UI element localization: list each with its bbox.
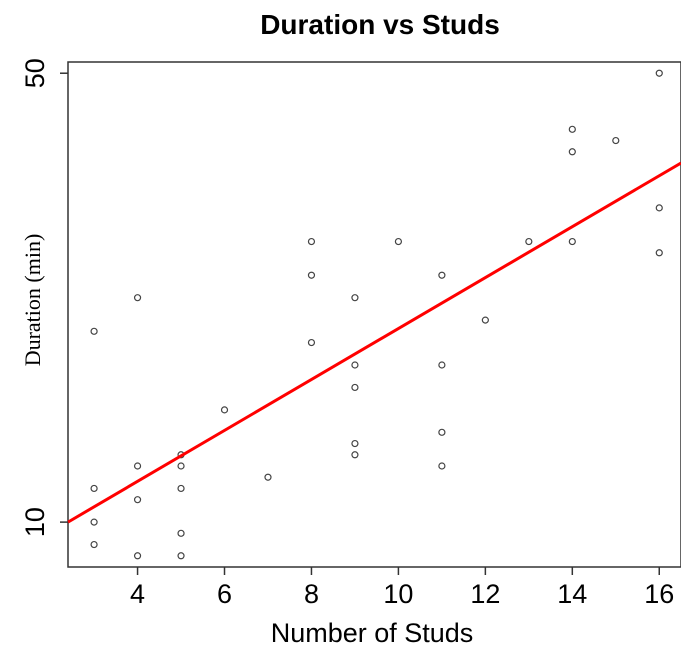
data-point: [133, 496, 142, 504]
data-point: [177, 529, 185, 537]
data-point: [133, 294, 142, 302]
data-point: [655, 204, 663, 212]
data-point: [525, 237, 533, 246]
data-point: [438, 361, 446, 369]
plot-marks: [67, 69, 681, 560]
regression-line: [67, 161, 681, 524]
y-tick-label: 10: [20, 507, 50, 537]
data-point: [438, 462, 446, 470]
y-axis: 10 50: [20, 58, 68, 537]
x-tick-label: 16: [644, 579, 674, 609]
x-tick-label: 14: [557, 579, 587, 609]
data-point: [133, 552, 142, 560]
data-point: [612, 136, 620, 145]
chart-title: Duration vs Studs: [260, 9, 500, 40]
data-point: [307, 338, 316, 347]
data-point: [133, 462, 142, 470]
data-point: [307, 271, 316, 279]
data-point: [264, 473, 272, 481]
data-point: [351, 361, 359, 369]
data-point: [568, 148, 576, 156]
data-point: [438, 428, 446, 436]
data-point: [655, 69, 663, 77]
x-axis-label: Number of Studs: [271, 618, 474, 648]
y-axis-label: Duration (min): [20, 234, 45, 367]
data-point: [90, 484, 98, 493]
data-point: [177, 484, 185, 493]
x-tick-label: 6: [217, 579, 232, 609]
plot-area-border: [67, 61, 681, 568]
data-point: [351, 294, 359, 302]
data-point: [351, 383, 359, 392]
data-point: [177, 462, 185, 470]
data-point: [568, 125, 576, 133]
data-point: [481, 316, 489, 324]
y-tick-label: 50: [20, 58, 50, 88]
x-tick-label: 4: [130, 579, 145, 609]
data-point: [90, 518, 98, 526]
data-point: [307, 237, 316, 246]
x-tick-label: 12: [470, 579, 500, 609]
data-point: [351, 451, 359, 459]
data-point: [90, 327, 98, 335]
data-point: [90, 540, 98, 549]
data-point: [394, 237, 403, 246]
data-point: [177, 552, 185, 560]
data-point: [438, 271, 446, 279]
x-tick-label: 10: [383, 579, 413, 609]
data-point: [351, 439, 359, 448]
data-point: [220, 406, 229, 414]
x-tick-label: 8: [304, 579, 319, 609]
x-axis: 4 6 8 10 12 14 16: [130, 567, 674, 609]
data-point: [568, 237, 576, 246]
data-point: [655, 249, 663, 257]
